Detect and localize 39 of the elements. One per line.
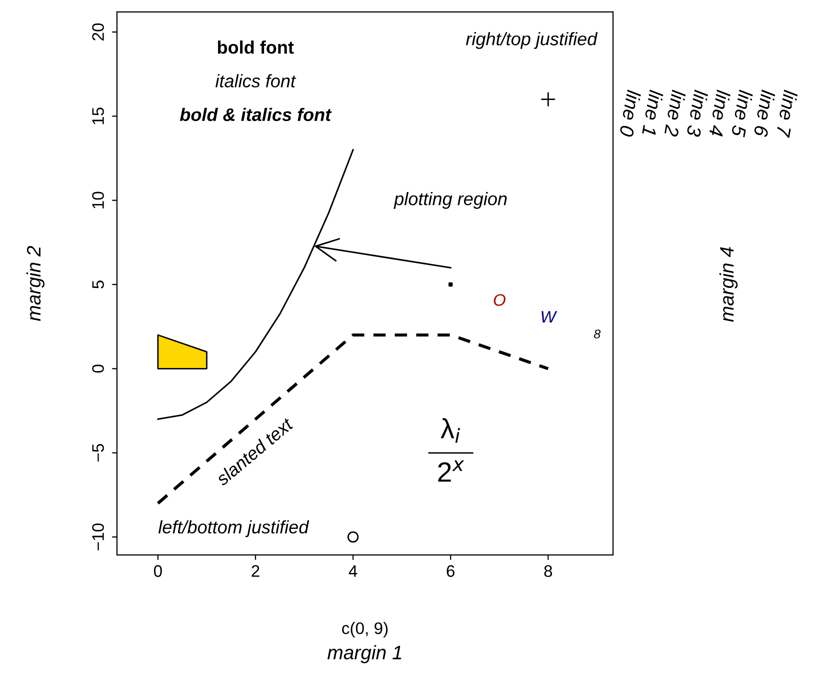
y-tick-label: 20 (92, 23, 104, 40)
x-tick-label: 0 (154, 565, 162, 577)
x-axis-title: c(0, 9) (342, 622, 388, 638)
text: line 3 (686, 90, 708, 138)
text: line 2 (664, 90, 686, 138)
annotation: 8 (594, 330, 601, 338)
y-tick-label: 10 (92, 192, 104, 208)
annotation: λ$_{i}$ (440, 418, 460, 443)
x-tick-label: 2 (252, 565, 260, 577)
annotation: bold & italics font (180, 108, 332, 122)
x-tick-label: 8 (544, 565, 552, 577)
text: line 0 (619, 90, 642, 138)
y-tick-label: 5 (92, 280, 104, 288)
y-tick-label: −5 (92, 444, 104, 462)
text: margin 1 (327, 645, 402, 664)
text: line 7 (776, 90, 798, 138)
x-tick-label: 4 (348, 565, 358, 577)
y-tick-label: 15 (92, 108, 104, 124)
text: margin 4 (719, 247, 738, 322)
annotation: plotting region (394, 192, 507, 209)
text: line 6 (754, 90, 776, 138)
text: line 4 (708, 90, 731, 137)
point (448, 282, 453, 287)
annotation: right/top justified (466, 32, 598, 49)
annotation: O (494, 294, 506, 306)
annotation: italics font (216, 74, 296, 88)
annotation: left/bottom justified (158, 520, 310, 538)
text: line 1 (642, 90, 664, 136)
y-tick-label: −10 (92, 523, 104, 550)
annotation: W (542, 311, 558, 323)
y-axis-title: margin 2 (26, 246, 44, 321)
x-tick-label: 6 (446, 565, 454, 577)
annotation: bold font (218, 40, 294, 54)
y-tick-label: 0 (92, 364, 104, 373)
line-series (157, 149, 354, 420)
point (347, 531, 359, 543)
point (540, 92, 556, 107)
annotation: 2$^{x}$ (438, 460, 464, 482)
text: line 5 (731, 90, 754, 138)
